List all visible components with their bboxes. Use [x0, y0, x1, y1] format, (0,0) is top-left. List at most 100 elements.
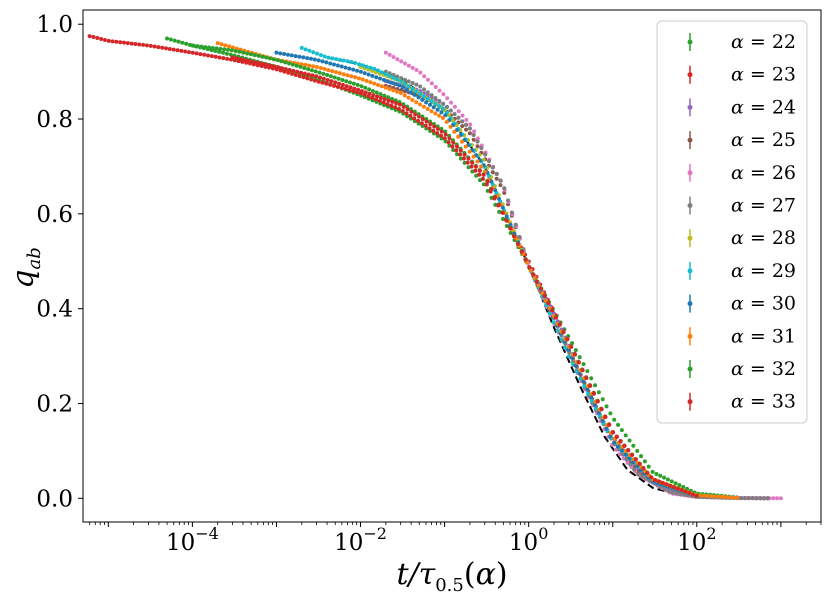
- data-point: [623, 433, 628, 438]
- data-point: [328, 74, 333, 79]
- legend-alpha-value: 28: [772, 227, 796, 249]
- legend-equals: =: [744, 129, 772, 151]
- data-point: [408, 113, 413, 118]
- data-point: [402, 77, 407, 82]
- data-point: [290, 71, 295, 76]
- data-point: [673, 481, 678, 486]
- x-tick-base: 10: [509, 530, 538, 556]
- data-point: [249, 59, 254, 64]
- data-point: [465, 160, 470, 165]
- data-point: [559, 337, 564, 342]
- data-point: [376, 68, 381, 73]
- data-point: [477, 168, 482, 173]
- data-point: [378, 92, 383, 97]
- data-point: [616, 422, 621, 427]
- data-point: [290, 62, 295, 67]
- legend-alpha-symbol: α: [731, 293, 744, 315]
- legend-equals: =: [744, 96, 772, 118]
- data-point: [439, 129, 444, 134]
- data-point: [498, 183, 503, 188]
- data-point: [425, 106, 430, 111]
- data-point: [391, 72, 396, 77]
- data-point: [203, 45, 208, 50]
- data-point: [441, 101, 446, 106]
- data-point: [403, 61, 408, 66]
- legend-box: [656, 20, 808, 424]
- data-point: [452, 129, 457, 134]
- data-point: [538, 286, 543, 291]
- data-point: [668, 483, 673, 488]
- data-point: [531, 272, 536, 277]
- data-point: [122, 40, 127, 45]
- data-point: [336, 76, 341, 81]
- legend-marker: [687, 203, 693, 208]
- data-point: [479, 164, 484, 169]
- data-point: [443, 139, 448, 144]
- data-point: [355, 68, 360, 73]
- data-point: [456, 134, 461, 139]
- data-point: [467, 126, 472, 131]
- data-point: [613, 447, 618, 452]
- data-point: [303, 47, 308, 52]
- legend-alpha-symbol: α: [731, 260, 744, 282]
- data-point: [413, 112, 418, 117]
- data-point: [627, 438, 632, 443]
- data-point: [550, 308, 555, 313]
- data-point: [326, 68, 331, 73]
- data-point: [462, 152, 467, 157]
- data-point: [302, 71, 307, 76]
- data-point: [397, 83, 402, 88]
- data-point: [152, 44, 157, 49]
- data-point: [387, 52, 392, 57]
- data-point: [344, 84, 349, 89]
- data-point: [758, 496, 763, 501]
- data-point: [479, 145, 484, 150]
- data-point: [339, 64, 344, 69]
- data-point: [344, 79, 349, 84]
- data-point: [589, 395, 594, 400]
- data-points-layer: [87, 34, 783, 501]
- data-point: [171, 47, 176, 52]
- data-point: [432, 124, 437, 129]
- data-point: [519, 249, 524, 254]
- data-point: [467, 131, 472, 136]
- data-point: [581, 379, 586, 384]
- data-point: [739, 496, 744, 501]
- legend-alpha-symbol: α: [731, 358, 744, 380]
- data-point: [367, 91, 372, 96]
- data-point: [125, 41, 130, 46]
- data-point: [423, 123, 428, 128]
- data-point: [397, 102, 402, 107]
- data-point: [433, 111, 438, 116]
- data-point: [272, 64, 277, 69]
- data-point: [628, 462, 633, 467]
- data-point: [144, 43, 149, 48]
- legend-marker: [687, 170, 693, 176]
- data-point: [623, 452, 628, 457]
- data-point: [348, 85, 353, 90]
- data-point: [95, 36, 100, 41]
- data-point: [441, 92, 446, 97]
- data-point: [489, 187, 494, 192]
- data-point: [447, 143, 452, 148]
- data-point: [460, 113, 465, 118]
- data-point: [576, 360, 581, 365]
- data-point: [414, 100, 419, 105]
- data-point: [523, 257, 528, 262]
- data-point: [635, 448, 640, 453]
- data-point: [563, 345, 568, 350]
- data-point: [631, 460, 636, 465]
- data-point: [389, 80, 394, 85]
- data-point: [592, 402, 597, 407]
- data-point: [329, 79, 334, 84]
- data-point: [410, 80, 415, 85]
- legend-label: α = 23: [731, 64, 796, 86]
- data-point: [462, 160, 467, 165]
- data-point: [395, 77, 400, 82]
- data-point: [167, 47, 172, 52]
- data-point: [217, 49, 222, 54]
- data-point: [118, 40, 123, 45]
- data-point: [306, 72, 311, 77]
- x-tick-base: 10: [334, 530, 363, 556]
- data-point: [754, 496, 759, 501]
